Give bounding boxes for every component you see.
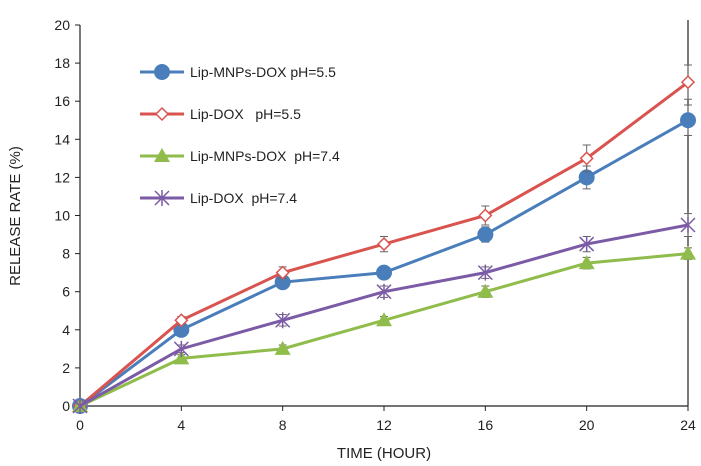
x-marker	[680, 217, 696, 234]
diamond-marker	[275, 265, 290, 280]
legend-label: Lip-DOX pH=7.4	[190, 190, 297, 206]
series-2	[72, 245, 696, 412]
legend-label: Lip-MNPs-DOX pH=7.4	[190, 148, 340, 164]
circle-marker	[173, 321, 190, 338]
circle-marker	[477, 226, 494, 243]
triangle-marker	[376, 312, 392, 327]
y-tick-label: 6	[62, 284, 70, 300]
triangle-marker	[680, 245, 696, 260]
circle-marker	[680, 112, 696, 129]
x-tick-label: 20	[579, 417, 595, 433]
diamond-marker	[579, 151, 594, 166]
x-marker	[376, 283, 392, 300]
x-marker	[477, 264, 493, 281]
series-0	[72, 104, 696, 414]
y-tick-label: 12	[54, 169, 70, 185]
x-tick-label: 24	[680, 417, 696, 433]
triangle-marker	[477, 283, 494, 298]
legend-label: Lip-MNPs-DOX pH=5.5	[190, 64, 336, 80]
x-tick-label: 8	[279, 417, 287, 433]
y-tick-label: 18	[54, 55, 70, 71]
x-marker	[579, 236, 595, 253]
diamond-marker	[376, 237, 392, 252]
triangle-marker	[173, 350, 190, 365]
triangle-marker	[154, 148, 170, 162]
diamond-marker	[154, 106, 170, 122]
x-tick-label: 16	[478, 417, 494, 433]
y-axis-label: RELEASE RATE (%)	[7, 146, 24, 286]
y-tick-label: 14	[54, 131, 70, 147]
x-marker	[72, 398, 88, 414]
y-tick-label: 16	[54, 93, 70, 109]
y-tick-label: 10	[54, 208, 70, 224]
diamond-marker	[478, 208, 493, 223]
series-marks	[72, 64, 696, 414]
x-marker	[173, 340, 189, 357]
x-tick-label: 0	[76, 417, 84, 433]
x-tick-label: 12	[376, 417, 392, 433]
y-tick-label: 20	[54, 17, 70, 33]
diamond-marker	[174, 313, 189, 328]
x-tick-label: 4	[177, 417, 185, 433]
triangle-marker	[274, 340, 291, 355]
x-axis-label: TIME (HOUR)	[337, 445, 431, 462]
legend: Lip-MNPs-DOX pH=5.5 Lip-DOX pH=5.5 Lip-MNP…	[140, 64, 340, 206]
series-1	[72, 64, 696, 414]
circle-marker	[376, 264, 392, 281]
x-marker	[154, 190, 170, 206]
circle-marker	[154, 64, 170, 80]
x-marker	[275, 312, 291, 329]
y-tick-label: 8	[62, 246, 70, 262]
y-tick-label: 0	[62, 398, 70, 414]
series-3	[72, 213, 696, 414]
triangle-marker	[578, 255, 595, 270]
circle-marker	[578, 169, 595, 186]
diamond-marker	[680, 75, 696, 90]
y-tick-label: 4	[62, 322, 70, 338]
y-tick-label: 2	[62, 360, 70, 376]
legend-label: Lip-DOX pH=5.5	[190, 106, 301, 122]
